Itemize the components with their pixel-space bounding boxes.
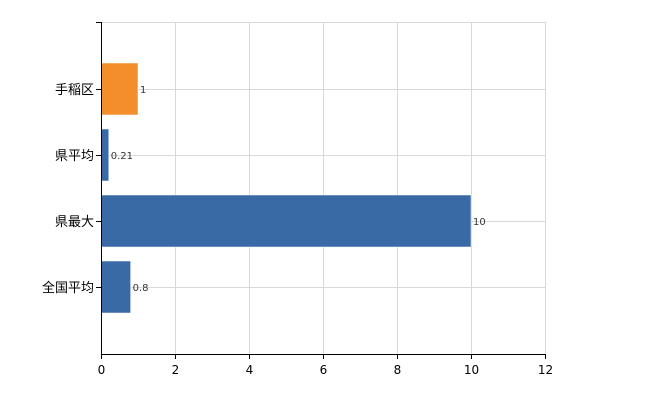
bar-2 — [100, 194, 472, 248]
bars — [100, 62, 472, 314]
x-tick-label-0: 0 — [98, 363, 106, 377]
data-label-2: 10 — [473, 217, 486, 228]
grid-lines — [101, 22, 546, 354]
bar-0 — [100, 62, 139, 116]
y-tick-label-1: 県平均 — [55, 149, 94, 164]
bar-1 — [100, 128, 110, 182]
x-tick-label-8: 8 — [394, 363, 402, 377]
data-label-1: 0.21 — [111, 151, 133, 162]
x-tick-label-4: 4 — [246, 363, 254, 377]
data-labels: 1 0.21 10 0.8 — [111, 85, 486, 294]
x-tick-label-12: 12 — [538, 363, 553, 377]
x-tick-label-2: 2 — [172, 363, 180, 377]
data-label-3: 0.8 — [133, 283, 149, 294]
bar-3 — [100, 260, 131, 314]
x-tick-label-10: 10 — [464, 363, 479, 377]
data-label-0: 1 — [140, 85, 146, 96]
x-tick-label-6: 6 — [320, 363, 328, 377]
y-tick-label-3: 全国平均 — [42, 280, 94, 296]
y-tick-label-2: 県最大 — [55, 215, 94, 230]
y-tick-label-0: 手稲区 — [55, 83, 94, 98]
